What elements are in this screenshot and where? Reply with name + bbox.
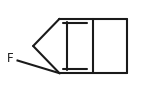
Text: F: F bbox=[7, 52, 13, 65]
